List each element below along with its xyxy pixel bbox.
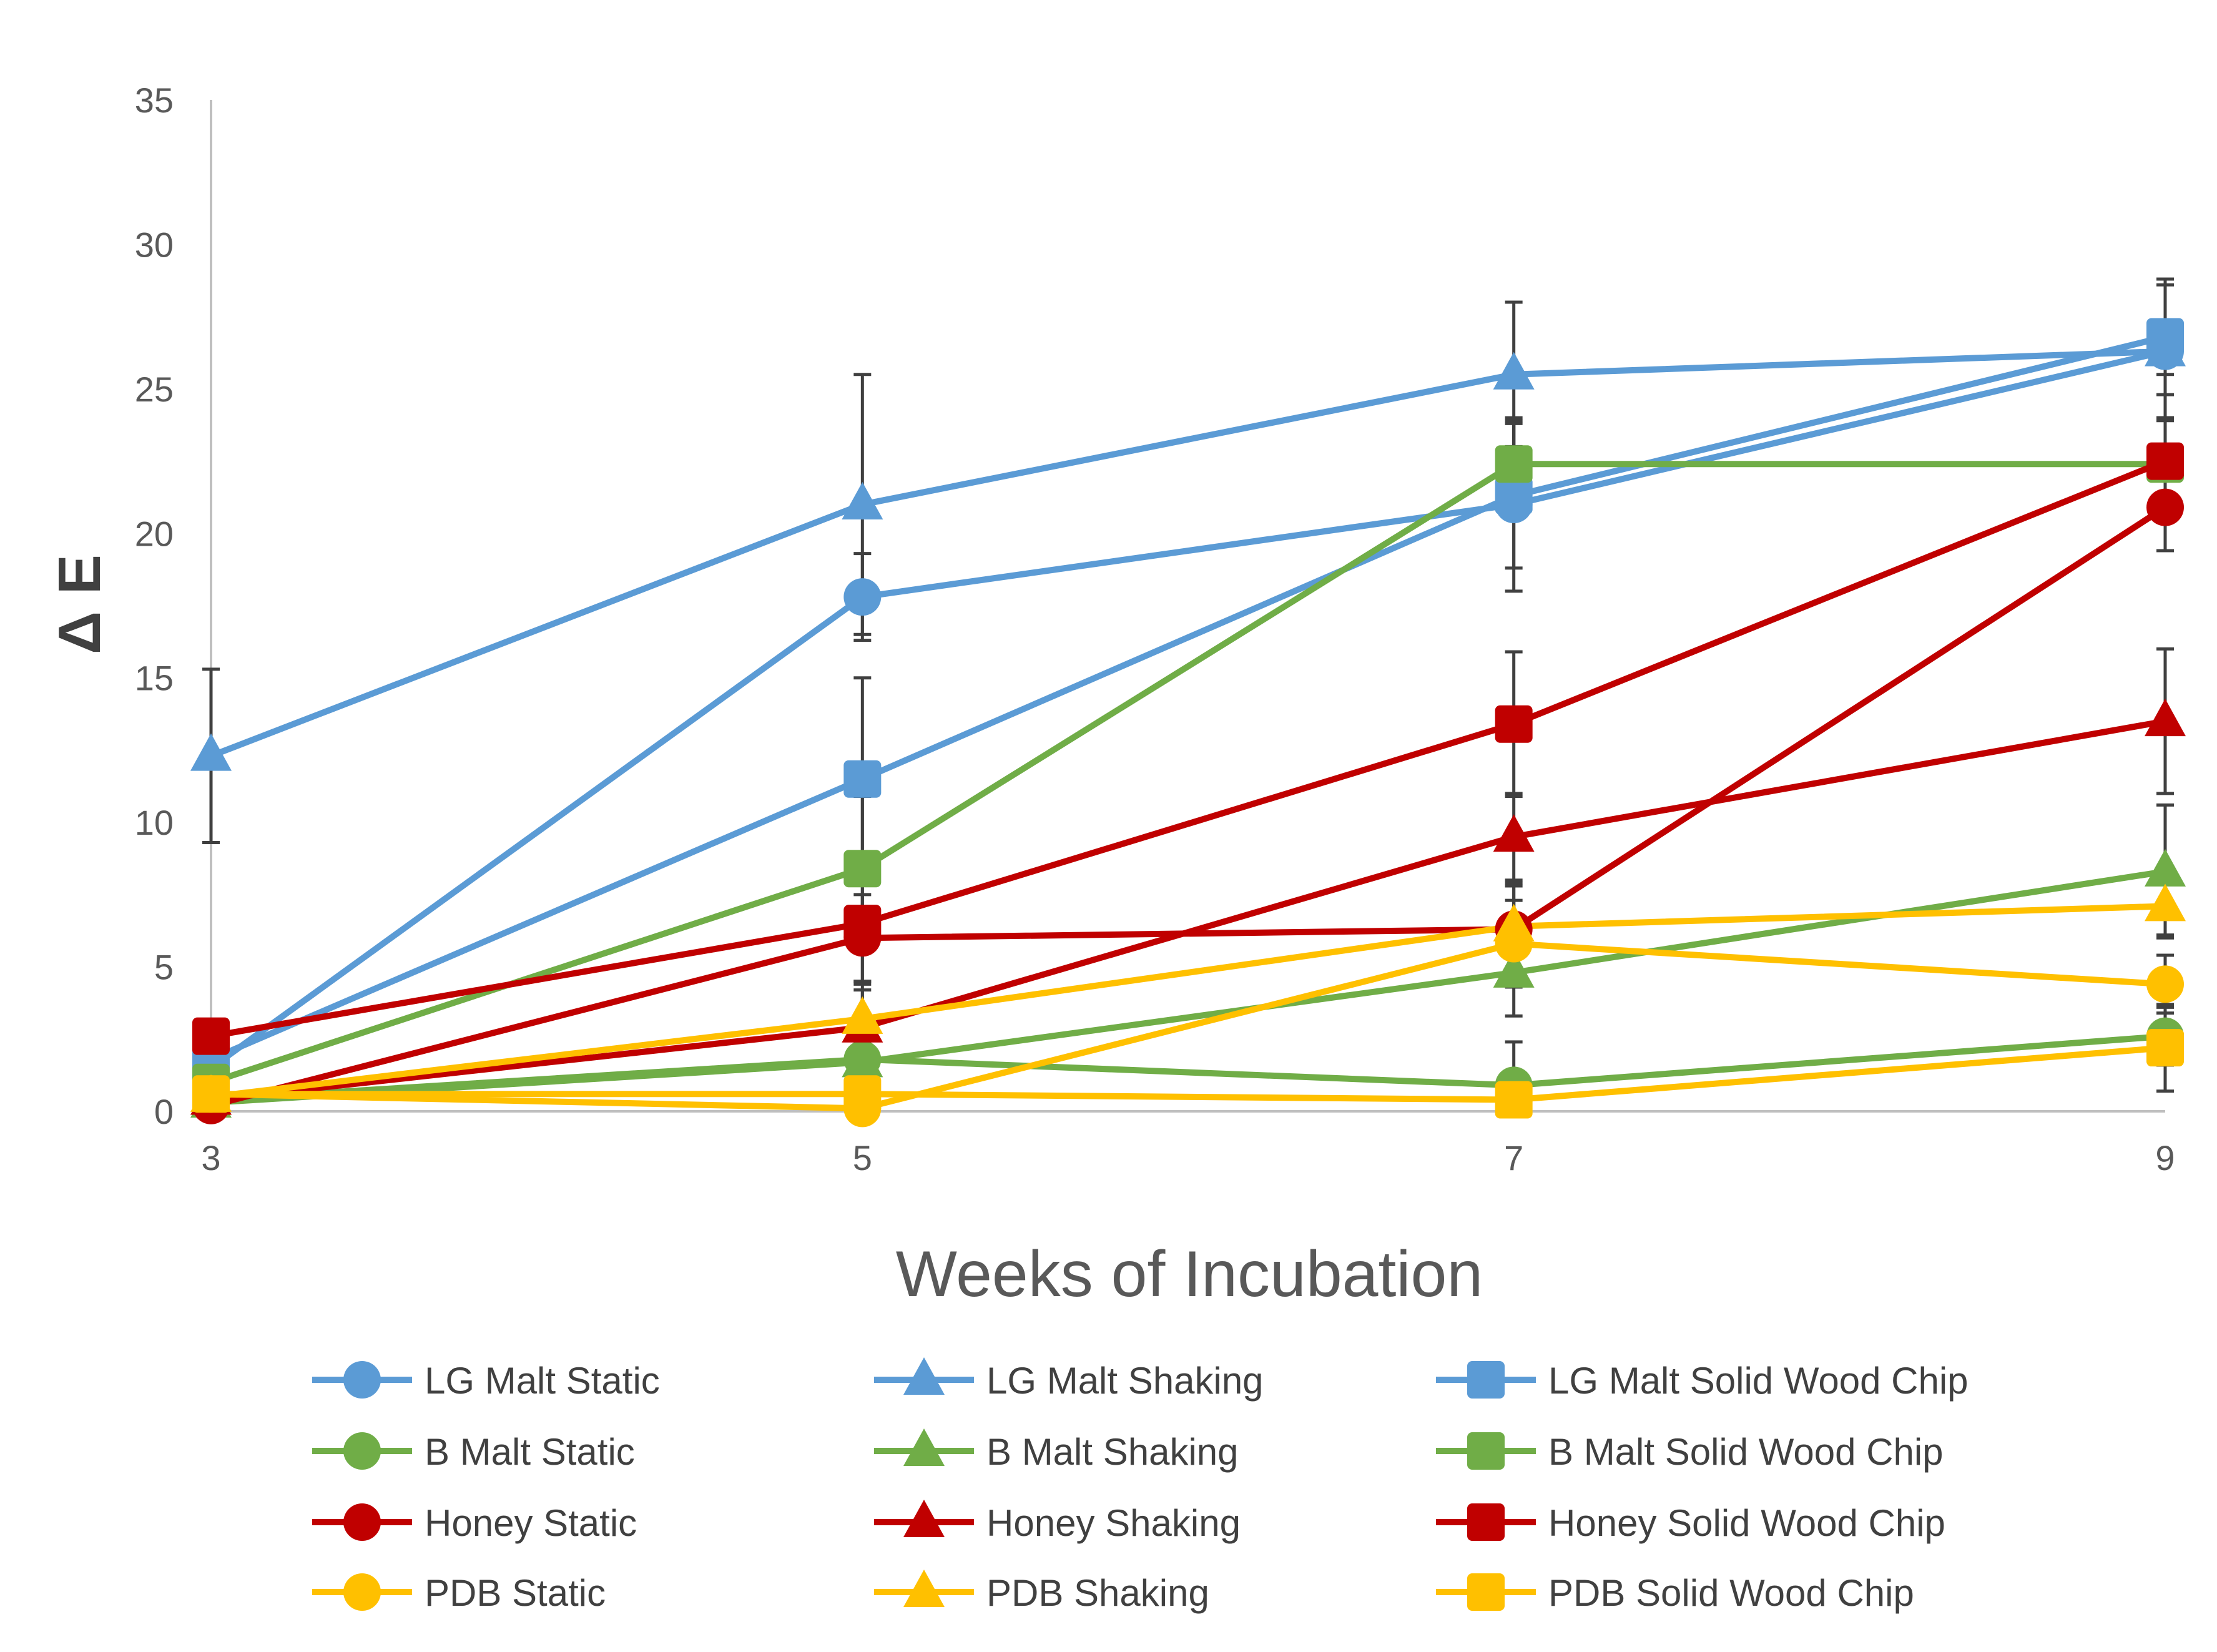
y-tick-label: 10 bbox=[135, 803, 174, 842]
legend-marker bbox=[903, 1357, 945, 1395]
data-point-b-malt-shaking bbox=[842, 1040, 883, 1078]
data-point-pdb-shaking bbox=[1493, 903, 1535, 942]
legend-marker bbox=[1467, 1573, 1505, 1611]
legend: LG Malt Static LG Malt Shaking LG Malt Sol… bbox=[312, 1357, 1969, 1614]
legend-label: Honey Shaking bbox=[986, 1502, 1241, 1544]
legend-label: B Malt Static bbox=[425, 1431, 635, 1473]
data-point-pdb-static bbox=[2146, 965, 2184, 1003]
series-line-honey-shaking bbox=[210, 718, 2166, 1103]
y-tick-label: 20 bbox=[135, 514, 174, 553]
series-line-honey-solid-wood-chip bbox=[210, 458, 2166, 1040]
y-tick-label: 30 bbox=[135, 225, 174, 264]
legend-label: B Malt Shaking bbox=[986, 1431, 1239, 1473]
data-point-honey-solid-wood-chip bbox=[192, 1017, 230, 1055]
legend-label: LG Malt Static bbox=[425, 1360, 660, 1402]
y-tick-label: 15 bbox=[135, 659, 174, 698]
data-point-pdb-solid-wood-chip bbox=[1495, 1081, 1533, 1119]
y-tick-label: 5 bbox=[154, 948, 174, 987]
legend-label: PDB Static bbox=[425, 1572, 606, 1614]
data-point-lg-malt-shaking bbox=[842, 482, 883, 519]
data-point-honey-solid-wood-chip bbox=[843, 905, 882, 943]
legend-item-pdb-solid-wood-chip: PDB Solid Wood Chip bbox=[1436, 1572, 1914, 1614]
legend-item-b-malt-static: B Malt Static bbox=[312, 1431, 635, 1473]
y-tick-label: 35 bbox=[135, 81, 174, 120]
data-point-honey-shaking bbox=[1493, 814, 1535, 852]
data-point-lg-malt-shaking bbox=[190, 733, 232, 771]
data-point-lg-malt-solid-wood-chip bbox=[843, 760, 882, 798]
data-point-lg-malt-solid-wood-chip bbox=[1495, 477, 1533, 515]
series-line-pdb-solid-wood-chip bbox=[211, 1045, 2166, 1103]
series-line-b-malt-solid-wood-chip bbox=[210, 461, 2165, 1086]
legend-marker bbox=[1467, 1361, 1505, 1399]
series-line-lg-malt-static bbox=[209, 348, 2166, 1071]
series-line-lg-malt-shaking bbox=[210, 348, 2166, 759]
legend-marker bbox=[1467, 1503, 1505, 1541]
series-line-b-malt-shaking bbox=[210, 868, 2166, 1106]
series-lines bbox=[209, 333, 2167, 1112]
data-point-pdb-solid-wood-chip bbox=[843, 1075, 882, 1113]
legend-marker bbox=[903, 1428, 945, 1466]
data-point-b-malt-solid-wood-chip bbox=[843, 850, 882, 888]
legend-item-pdb-shaking: PDB Shaking bbox=[874, 1570, 1209, 1614]
x-tick-label: 7 bbox=[1504, 1138, 1523, 1178]
data-point-honey-static bbox=[2146, 488, 2184, 526]
legend-label: LG Malt Solid Wood Chip bbox=[1548, 1360, 1969, 1402]
data-point-lg-malt-shaking bbox=[1493, 352, 1535, 390]
y-tick-label: 0 bbox=[154, 1092, 174, 1131]
legend-label: Honey Static bbox=[425, 1502, 637, 1544]
legend-marker bbox=[343, 1503, 381, 1541]
x-axis-title: Weeks of Incubation bbox=[896, 1238, 1483, 1310]
legend-label: Honey Solid Wood Chip bbox=[1548, 1502, 1945, 1544]
y-axis-title: Δ E bbox=[46, 554, 113, 654]
data-point-honey-shaking bbox=[2145, 699, 2186, 737]
data-point-honey-solid-wood-chip bbox=[1495, 705, 1533, 743]
legend-label: LG Malt Shaking bbox=[986, 1360, 1264, 1402]
data-point-pdb-shaking bbox=[2145, 883, 2186, 922]
legend-label: B Malt Solid Wood Chip bbox=[1548, 1431, 1944, 1473]
x-tick-label: 9 bbox=[2155, 1138, 2175, 1178]
legend-marker bbox=[343, 1432, 381, 1470]
series-line-lg-malt-solid-wood-chip bbox=[210, 333, 2166, 1063]
legend-item-pdb-static: PDB Static bbox=[312, 1572, 606, 1614]
x-tick-label: 3 bbox=[201, 1138, 220, 1178]
data-point-pdb-shaking bbox=[842, 996, 883, 1034]
series-line-pdb-shaking bbox=[210, 903, 2166, 1100]
data-point-b-malt-shaking bbox=[2145, 848, 2186, 887]
data-point-honey-solid-wood-chip bbox=[2146, 442, 2184, 480]
series-line-pdb-static bbox=[210, 940, 2166, 1112]
legend-marker bbox=[1467, 1432, 1505, 1470]
legend-marker bbox=[343, 1573, 381, 1611]
data-point-lg-malt-solid-wood-chip bbox=[2146, 318, 2184, 356]
legend-marker bbox=[343, 1361, 381, 1399]
legend-item-b-malt-solid-wood-chip: B Malt Solid Wood Chip bbox=[1436, 1431, 1944, 1473]
data-point-b-malt-solid-wood-chip bbox=[1495, 445, 1533, 483]
legend-item-lg-malt-shaking: LG Malt Shaking bbox=[874, 1357, 1264, 1402]
data-point-pdb-solid-wood-chip bbox=[2146, 1029, 2184, 1067]
legend-label: PDB Shaking bbox=[986, 1572, 1209, 1614]
axes bbox=[210, 100, 2165, 1113]
legend-marker bbox=[903, 1500, 945, 1537]
legend-item-honey-solid-wood-chip: Honey Solid Wood Chip bbox=[1436, 1502, 1945, 1544]
legend-item-b-malt-shaking: B Malt Shaking bbox=[874, 1428, 1239, 1473]
y-tick-label: 25 bbox=[135, 370, 174, 409]
data-point-pdb-solid-wood-chip bbox=[192, 1075, 230, 1113]
series-markers bbox=[190, 318, 2186, 1128]
legend-label: PDB Solid Wood Chip bbox=[1548, 1572, 1914, 1614]
legend-item-lg-malt-solid-wood-chip: LG Malt Solid Wood Chip bbox=[1436, 1360, 1969, 1402]
legend-item-lg-malt-static: LG Malt Static bbox=[312, 1360, 660, 1402]
legend-item-honey-static: Honey Static bbox=[312, 1502, 637, 1544]
legend-marker bbox=[903, 1570, 945, 1607]
data-point-lg-malt-static bbox=[843, 578, 882, 616]
x-tick-label: 5 bbox=[853, 1138, 872, 1178]
data-point-b-malt-shaking bbox=[1493, 950, 1535, 988]
legend-item-honey-shaking: Honey Shaking bbox=[874, 1500, 1241, 1544]
